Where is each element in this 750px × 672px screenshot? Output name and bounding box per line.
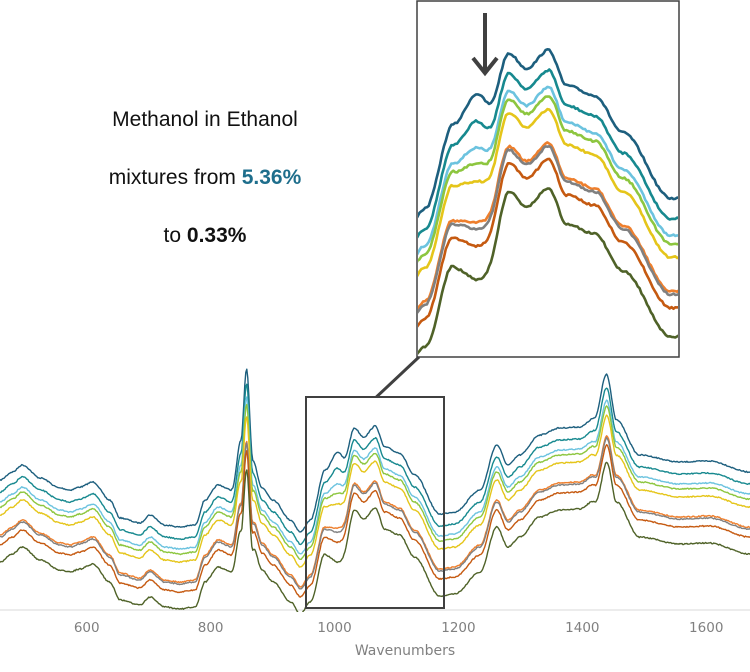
annotation-line-3: to 0.33% bbox=[40, 222, 370, 280]
annotation-line-2: mixtures from 5.36% bbox=[40, 164, 370, 222]
main-series-group bbox=[0, 368, 750, 612]
inset-series-group bbox=[418, 48, 678, 356]
annotation-line-2-prefix: mixtures from bbox=[108, 166, 242, 189]
inset-frame bbox=[416, 0, 680, 358]
x-tick-label: 1200 bbox=[441, 620, 475, 636]
x-tick-label: 1000 bbox=[317, 620, 351, 636]
spectrum-line bbox=[0, 383, 750, 546]
x-tick-label: 800 bbox=[198, 620, 224, 636]
down-arrow-icon bbox=[471, 13, 499, 77]
x-tick-label: 1400 bbox=[565, 620, 599, 636]
min-concentration: 0.33% bbox=[186, 224, 247, 247]
x-tick-label: 1600 bbox=[689, 620, 723, 636]
inset-spectrum-line bbox=[418, 48, 678, 219]
max-concentration: 5.36% bbox=[241, 166, 302, 189]
spectrum-line bbox=[0, 368, 750, 533]
spectrum-line bbox=[0, 436, 750, 590]
spectrum-line bbox=[0, 396, 750, 555]
inset-spectrum-line bbox=[418, 157, 678, 328]
annotation-line-3-prefix: to bbox=[163, 224, 187, 247]
annotation-text: Methanol in Ethanol mixtures from 5.36% … bbox=[40, 106, 370, 280]
inset-spectrum-line bbox=[418, 145, 678, 314]
spectrum-line bbox=[0, 444, 750, 598]
x-axis-title: Wavenumbers bbox=[355, 643, 455, 659]
annotation-line-1: Methanol in Ethanol bbox=[112, 108, 298, 131]
spectrum-line bbox=[0, 414, 750, 568]
spectrum-line bbox=[0, 461, 750, 612]
zoom-region-box bbox=[305, 396, 445, 609]
inset-spectrum-line bbox=[418, 107, 678, 278]
inset-spectrum-line bbox=[418, 187, 678, 356]
x-tick-label: 600 bbox=[74, 620, 100, 636]
spectrum-line bbox=[0, 403, 750, 560]
inset-background bbox=[417, 1, 679, 357]
inset-spectrum-line bbox=[418, 85, 678, 256]
zoom-connector-line bbox=[375, 355, 421, 399]
inset-spectrum-line bbox=[418, 68, 678, 239]
inset-spectrum-line bbox=[418, 95, 678, 263]
x-axis-ticks: 600 800 1000 1200 1400 1600 bbox=[74, 620, 724, 636]
